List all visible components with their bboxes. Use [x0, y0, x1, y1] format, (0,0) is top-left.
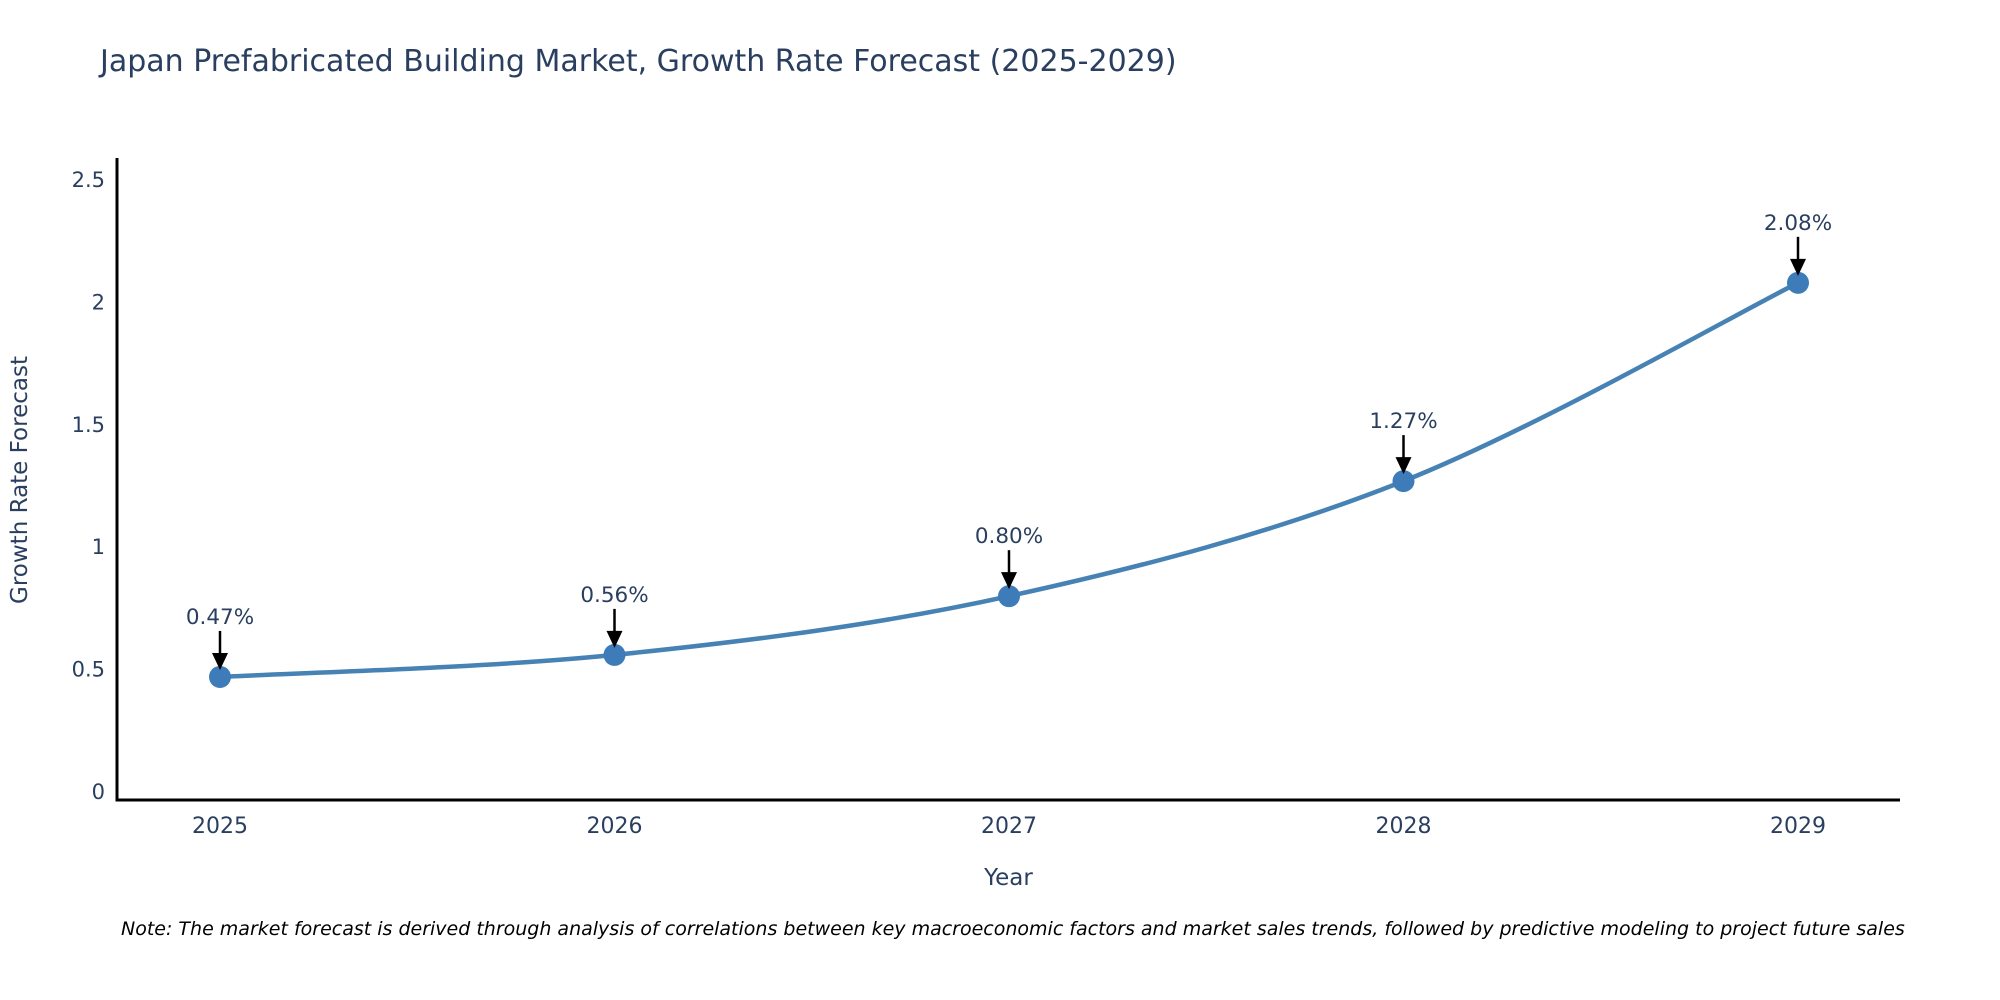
y-tick-label: 0 — [92, 780, 105, 804]
annotation-label: 2.08% — [1764, 211, 1832, 236]
chart-title: Japan Prefabricated Building Market, Gro… — [100, 44, 1177, 79]
x-tick-label: 2026 — [587, 814, 643, 839]
y-tick-label: 1 — [92, 535, 105, 559]
y-tick-label: 2.5 — [72, 168, 105, 192]
annotation-label: 1.27% — [1369, 409, 1437, 434]
data-point-marker[interactable] — [603, 643, 626, 666]
x-tick-label: 2028 — [1376, 814, 1432, 839]
annotation-arrowhead — [606, 630, 623, 648]
annotation-arrowhead — [1395, 457, 1412, 475]
y-tick-label: 2 — [92, 290, 105, 314]
y-tick-label: 0.5 — [72, 658, 105, 682]
annotation-arrowhead — [212, 652, 228, 670]
footnote-text: Note: The market forecast is derived thr… — [121, 918, 1905, 940]
y-axis-title: Growth Rate Forecast — [7, 356, 33, 604]
data-point-marker[interactable] — [998, 585, 1020, 608]
x-axis-title: Year — [983, 865, 1033, 891]
x-tick-label: 2027 — [981, 814, 1037, 839]
data-point-marker[interactable] — [1392, 470, 1415, 493]
trend-line — [217, 280, 1801, 680]
x-tick-label: 2025 — [192, 814, 248, 839]
data-point-marker[interactable] — [1787, 271, 1809, 294]
x-tick-label: 2029 — [1770, 814, 1826, 839]
y-tick-label: 1.5 — [72, 413, 105, 437]
annotation-label: 0.80% — [975, 524, 1043, 549]
data-point-marker[interactable] — [209, 665, 231, 688]
annotation-label: 0.56% — [580, 583, 648, 608]
annotation-arrowhead — [1001, 572, 1017, 590]
annotation-label: 0.47% — [186, 605, 254, 630]
annotation-arrowhead — [1790, 258, 1806, 276]
